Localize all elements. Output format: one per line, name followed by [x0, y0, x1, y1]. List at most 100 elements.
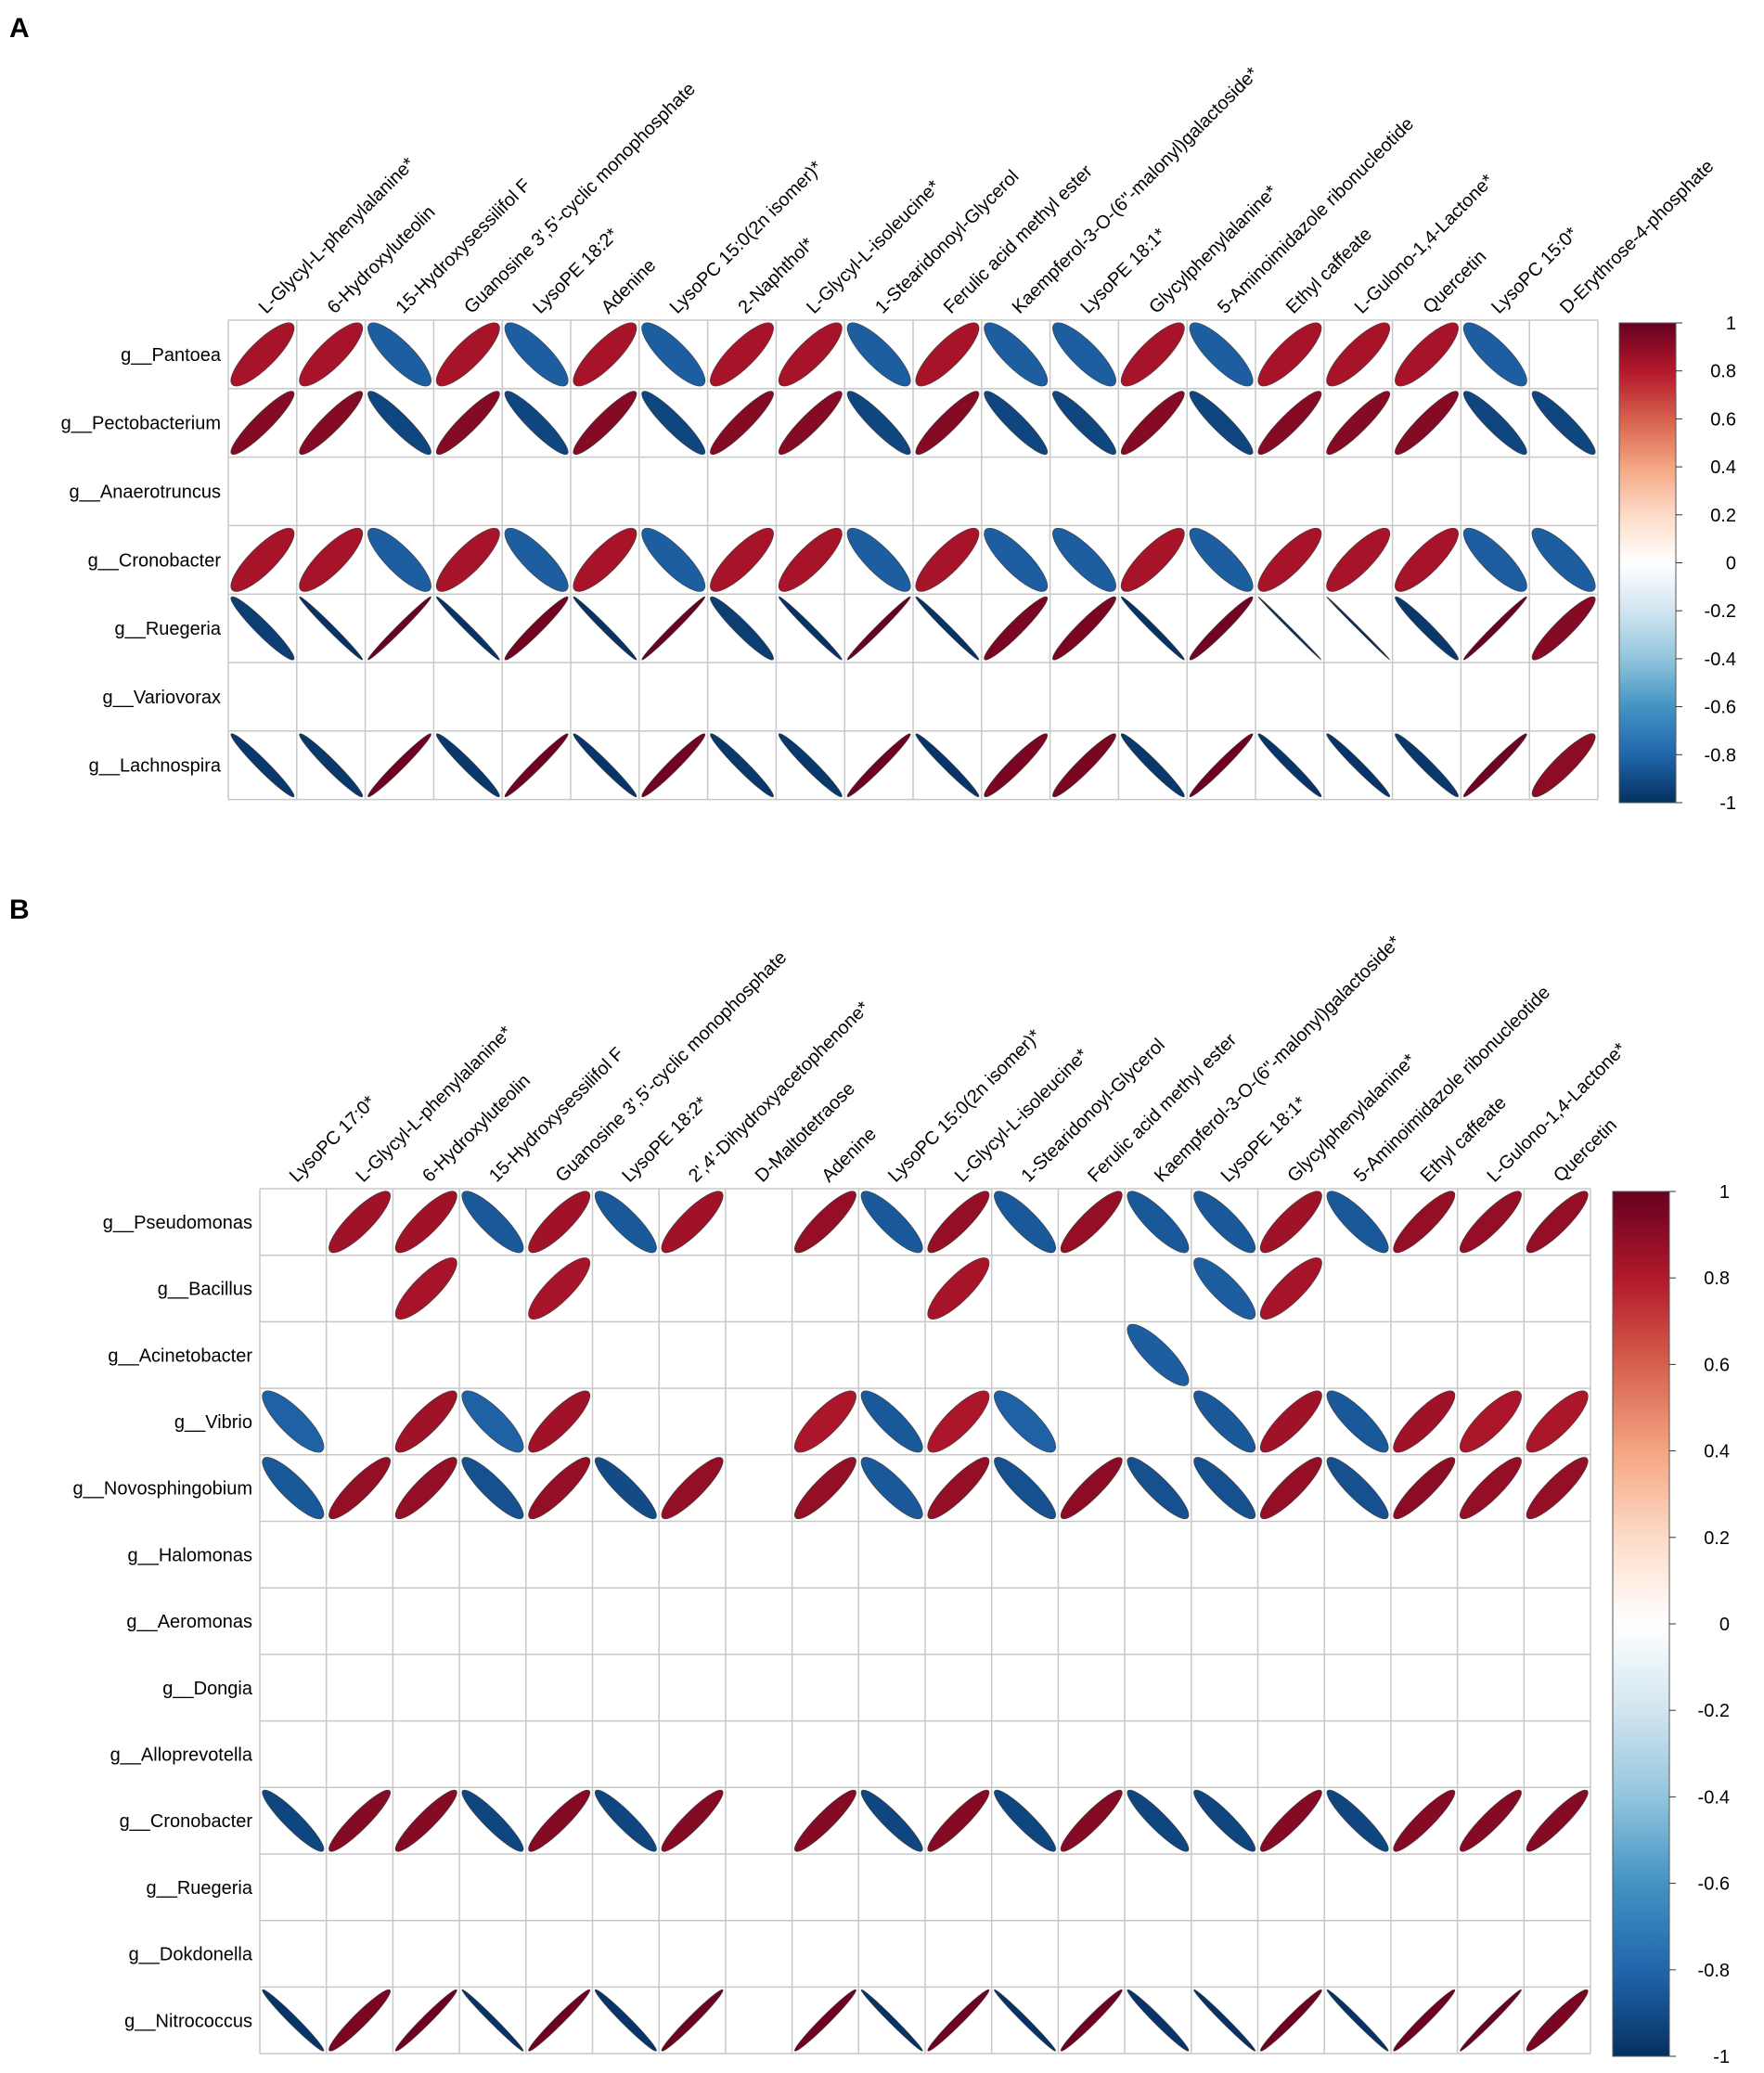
correlation-ellipse: [846, 596, 911, 661]
correlation-ellipse: [328, 1457, 391, 1520]
correlation-ellipse: [1052, 391, 1116, 456]
correlation-ellipse: [641, 391, 706, 456]
row-label: g__Novosphingobium: [73, 1479, 252, 1500]
correlation-ellipse: [461, 1457, 524, 1520]
row-label: g__Lachnospira: [89, 756, 222, 777]
correlation-ellipse: [1460, 1191, 1522, 1254]
correlation-ellipse: [860, 1789, 923, 1852]
correlation-ellipse: [1326, 1789, 1389, 1852]
correlation-ellipse: [1257, 596, 1322, 661]
correlation-ellipse: [915, 527, 980, 592]
correlation-ellipse: [710, 527, 774, 592]
colorbar-tick-label: 1: [1726, 314, 1736, 334]
correlation-ellipse: [1127, 1191, 1190, 1254]
correlation-ellipse: [435, 733, 500, 798]
correlation-ellipse: [1460, 1390, 1522, 1453]
row-label: g__Dongia: [162, 1679, 253, 1699]
correlation-ellipse: [1395, 391, 1459, 456]
correlation-ellipse: [367, 596, 431, 661]
colorbar-tick-label: -1: [1719, 793, 1736, 814]
correlation-ellipse: [994, 1789, 1056, 1852]
colorbar-tick-label: -0.4: [1698, 1787, 1730, 1808]
correlation-ellipse: [573, 391, 637, 456]
correlation-ellipse: [435, 322, 500, 387]
correlation-ellipse: [1193, 1457, 1256, 1520]
correlation-ellipse: [927, 1789, 990, 1852]
correlation-ellipse: [461, 1789, 524, 1852]
column-label: Quercetin: [1419, 247, 1490, 318]
ellipse-marks: [230, 322, 1596, 798]
correlation-ellipse: [927, 1191, 990, 1254]
correlation-ellipse: [1393, 1390, 1456, 1453]
correlation-ellipse: [778, 322, 843, 387]
column-label: 15-Hydroxysessilifol F: [485, 1044, 628, 1187]
correlation-ellipse: [1531, 733, 1596, 798]
correlation-ellipse: [846, 527, 911, 592]
correlation-ellipse: [1395, 733, 1459, 798]
correlation-ellipse: [299, 391, 364, 456]
correlation-ellipse: [528, 1789, 591, 1852]
grid: [259, 1188, 1591, 2054]
correlation-ellipse: [1189, 391, 1254, 456]
colorbar: 1 0.8 0.6 0.4 0.2 0 -0.2 -0.4 -0.6 -0.8 -1: [1612, 1182, 1730, 2067]
correlation-ellipse: [778, 596, 843, 661]
correlation-ellipse: [1259, 1457, 1322, 1520]
panel-label: A: [9, 13, 30, 44]
row-label: g__Pseudomonas: [103, 1213, 252, 1233]
correlation-ellipse: [860, 1989, 923, 2052]
correlation-ellipse: [860, 1390, 923, 1453]
colorbar-tick-label: 0.2: [1710, 506, 1736, 526]
correlation-ellipse: [1259, 1989, 1322, 2052]
colorbar-tick-label: 0.6: [1710, 409, 1736, 430]
correlation-ellipse: [1326, 596, 1391, 661]
correlation-ellipse: [299, 596, 364, 661]
correlation-ellipse: [367, 527, 431, 592]
correlation-ellipse: [1060, 1457, 1123, 1520]
correlation-ellipse: [794, 1191, 856, 1254]
correlation-ellipse: [367, 322, 431, 387]
correlation-ellipse: [1460, 1989, 1522, 2052]
column-label: Adenine: [598, 255, 660, 317]
correlation-ellipse: [860, 1457, 923, 1520]
row-label: g__Cronobacter: [88, 550, 222, 571]
colorbar-gradient: [1612, 1191, 1670, 2057]
correlation-ellipse: [1526, 1390, 1589, 1453]
colorbar-tick-label: -1: [1713, 2047, 1730, 2067]
correlation-ellipse: [230, 391, 295, 456]
correlation-ellipse: [504, 527, 569, 592]
column-label: 15-Hydroxysessilifol F: [392, 175, 534, 318]
column-label: Quercetin: [1550, 1115, 1621, 1187]
correlation-ellipse: [994, 1191, 1056, 1254]
correlation-ellipse: [1526, 1191, 1589, 1254]
correlation-ellipse: [1052, 733, 1116, 798]
correlation-ellipse: [1393, 1457, 1456, 1520]
colorbar-tick-label: 0.8: [1704, 1268, 1730, 1289]
column-label: Glycylphenylalanine*: [1145, 182, 1281, 318]
correlation-ellipse: [661, 1191, 724, 1254]
correlation-ellipse: [1462, 527, 1527, 592]
correlation-ellipse: [504, 733, 569, 798]
correlation-ellipse: [1060, 1989, 1123, 2052]
correlation-ellipse: [262, 1989, 325, 2052]
correlation-ellipse: [1462, 322, 1527, 387]
colorbar-tick-label: 0.6: [1704, 1355, 1730, 1375]
correlation-ellipse: [1326, 1390, 1389, 1453]
correlation-ellipse: [1393, 1989, 1456, 2052]
correlation-ellipse: [1393, 1191, 1456, 1254]
correlation-ellipse: [528, 1457, 591, 1520]
correlation-ellipse: [1060, 1191, 1123, 1254]
colorbar-tick-label: -0.8: [1705, 745, 1736, 766]
correlation-ellipse: [915, 391, 980, 456]
colorbar-gradient: [1618, 322, 1677, 804]
colorbar-tick-label: 0.2: [1704, 1528, 1730, 1549]
correlation-ellipse: [528, 1191, 591, 1254]
correlation-ellipse: [1060, 1789, 1123, 1852]
row-label: g__Nitrococcus: [124, 2011, 252, 2031]
row-label: g__Aeromonas: [126, 1612, 252, 1632]
correlation-ellipse: [794, 1390, 856, 1453]
correlation-ellipse: [1326, 391, 1391, 456]
correlation-ellipse: [1052, 527, 1116, 592]
correlation-ellipse: [394, 1457, 457, 1520]
